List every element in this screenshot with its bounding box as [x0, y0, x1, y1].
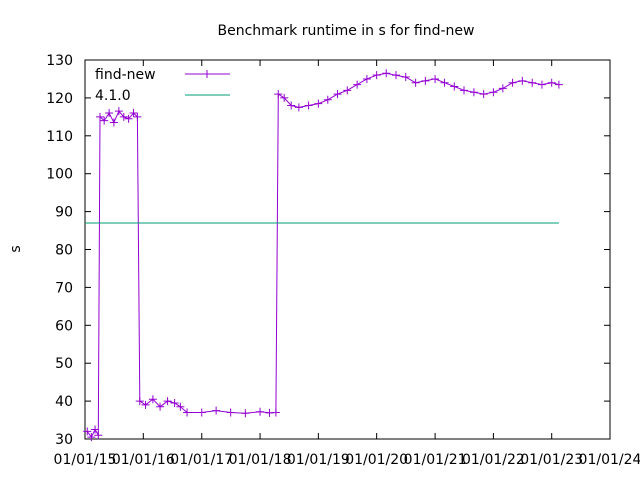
y-axis: 30 40 50 60 70 80 90 100 110 120 130	[46, 53, 610, 448]
data-point	[94, 431, 103, 440]
y-tick-label: 50	[55, 356, 73, 372]
y-tick-label: 90	[55, 205, 73, 221]
data-point	[197, 408, 206, 417]
x-tick-label: 01/01/20	[345, 452, 408, 468]
data-point	[498, 84, 507, 93]
data-point	[100, 116, 109, 125]
data-point	[489, 88, 498, 97]
series-line-find-new	[86, 72, 560, 439]
data-point	[460, 86, 469, 95]
data-point	[135, 397, 144, 406]
data-point	[411, 78, 420, 87]
y-tick-label: 130	[46, 53, 73, 69]
data-point	[362, 74, 371, 83]
data-point	[241, 409, 250, 418]
data-point	[114, 107, 123, 116]
x-tick-label: 01/01/22	[462, 452, 525, 468]
data-point	[280, 93, 289, 102]
data-point	[382, 69, 391, 78]
data-point	[83, 427, 92, 436]
x-tick-label: 01/01/19	[287, 452, 350, 468]
data-point	[333, 90, 342, 99]
legend-label: find-new	[95, 67, 156, 83]
data-point	[124, 114, 133, 123]
y-tick-label: 70	[55, 280, 73, 296]
data-point	[469, 88, 478, 97]
data-point	[226, 408, 235, 417]
data-point	[431, 74, 440, 83]
data-point	[109, 118, 118, 127]
y-tick-label: 40	[55, 394, 73, 410]
data-point	[119, 112, 128, 121]
data-point	[518, 76, 527, 85]
x-tick-label: 01/01/23	[520, 452, 583, 468]
data-point	[421, 76, 430, 85]
data-point	[508, 78, 517, 87]
data-point	[129, 109, 138, 118]
data-point	[141, 400, 150, 409]
data-point	[105, 109, 114, 118]
x-tick-label: 01/01/15	[54, 452, 117, 468]
data-point	[133, 112, 142, 121]
data-point	[372, 71, 381, 80]
y-tick-label: 110	[46, 129, 73, 145]
data-point	[212, 406, 221, 415]
x-tick-label: 01/01/16	[112, 452, 175, 468]
data-point	[323, 95, 332, 104]
chart-title: Benchmark runtime in s for find-new	[218, 23, 475, 39]
plot-frame	[84, 59, 611, 440]
data-point	[314, 99, 323, 108]
data-point	[343, 86, 352, 95]
y-tick-label: 100	[46, 167, 73, 183]
x-tick-label: 01/01/18	[229, 452, 292, 468]
data-point	[528, 78, 537, 87]
x-tick-label: 01/01/24	[579, 452, 640, 468]
data-point	[547, 78, 556, 87]
data-point	[537, 80, 546, 89]
data-point	[87, 433, 96, 442]
data-point	[304, 101, 313, 110]
y-axis-label: s	[8, 245, 24, 252]
data-point	[163, 397, 172, 406]
series-layer	[83, 69, 563, 442]
legend: find-new 4.1.0	[95, 67, 230, 104]
y-tick-label: 60	[55, 318, 73, 334]
legend-marker	[203, 70, 211, 78]
y-tick-label: 80	[55, 243, 73, 259]
data-point	[353, 80, 362, 89]
data-point	[294, 103, 303, 112]
data-point	[156, 402, 165, 411]
data-point	[391, 71, 400, 80]
data-point	[274, 90, 283, 99]
data-point	[183, 408, 192, 417]
data-point	[170, 398, 179, 407]
x-tick-label: 01/01/21	[404, 452, 467, 468]
data-point	[554, 80, 563, 89]
data-point	[96, 112, 105, 121]
y-tick-label: 120	[46, 91, 73, 107]
data-point	[450, 82, 459, 91]
data-point	[271, 408, 280, 417]
data-point	[256, 407, 265, 416]
data-point	[148, 395, 157, 404]
y-tick-label: 30	[55, 432, 73, 448]
data-point	[91, 425, 100, 434]
legend-label: 4.1.0	[95, 88, 131, 104]
data-point	[479, 90, 488, 99]
data-point	[176, 402, 185, 411]
data-point	[401, 73, 410, 82]
data-point	[440, 78, 449, 87]
x-axis: 01/01/1501/01/1601/01/1701/01/1801/01/19…	[54, 60, 640, 468]
x-tick-label: 01/01/17	[170, 452, 233, 468]
data-point	[287, 101, 296, 110]
